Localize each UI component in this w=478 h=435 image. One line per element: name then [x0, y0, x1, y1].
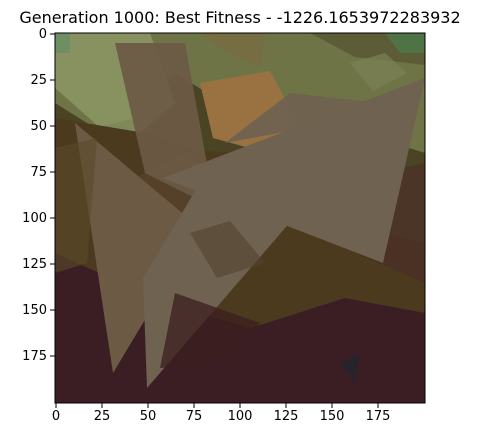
x-tick-label-150: 150 [320, 409, 345, 424]
x-tick-label-75: 75 [186, 409, 203, 424]
y-tick-label-100: 100 [22, 211, 47, 226]
x-tick-label-0: 0 [52, 409, 60, 424]
x-tick-label-100: 100 [228, 409, 253, 424]
figure-title: Generation 1000: Best Fitness - -1226.16… [19, 8, 460, 27]
x-tick-label-50: 50 [140, 409, 157, 424]
y-tick-label-125: 125 [22, 257, 47, 272]
y-tick-label-50: 50 [30, 119, 47, 134]
y-tick-label-25: 25 [30, 73, 47, 88]
x-tick-label-125: 125 [274, 409, 299, 424]
y-tick-label-175: 175 [22, 349, 47, 364]
x-tick-label-175: 175 [366, 409, 391, 424]
x-tick-label-25: 25 [94, 409, 111, 424]
y-tick-label-150: 150 [22, 303, 47, 318]
y-tick-label-0: 0 [39, 27, 47, 42]
x-axis: 0 25 50 75 100 125 150 175 [52, 403, 391, 424]
y-axis: 0 25 50 75 100 125 150 175 [22, 27, 55, 364]
y-tick-label-75: 75 [30, 165, 47, 180]
plot-image [55, 33, 425, 403]
